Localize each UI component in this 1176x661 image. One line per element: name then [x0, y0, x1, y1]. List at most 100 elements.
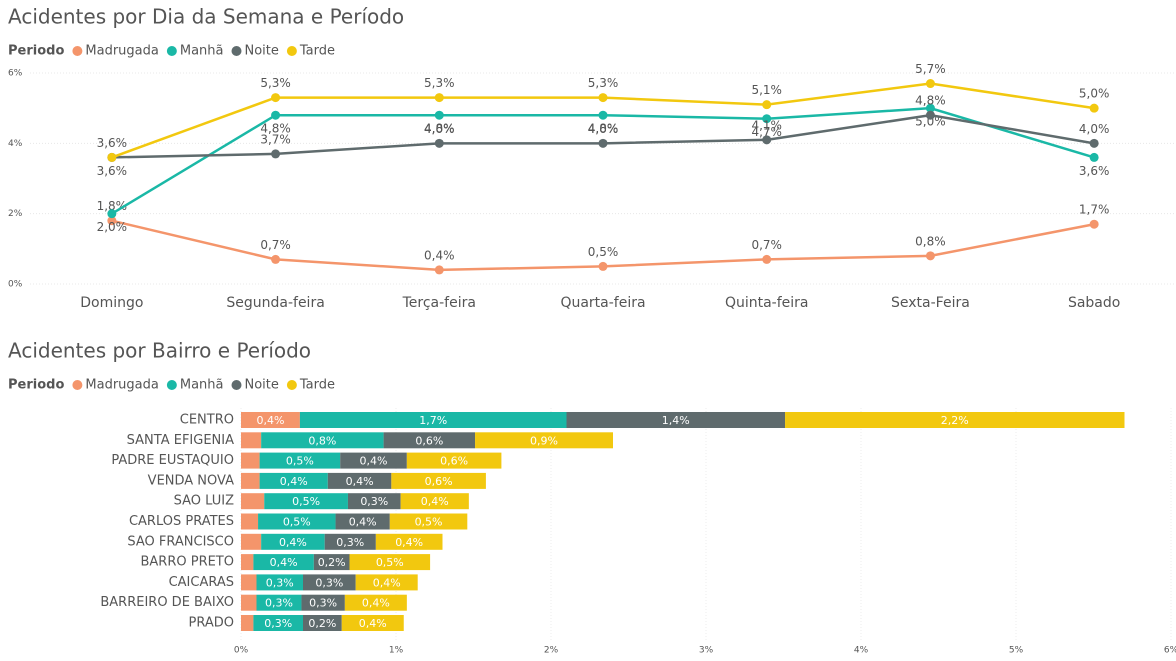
- bar-segment: [303, 615, 342, 631]
- data-point: [107, 209, 117, 219]
- data-label: 2,2%: [941, 414, 969, 427]
- bar-segment: [383, 432, 476, 449]
- legend-marker: [286, 380, 297, 390]
- data-point: [434, 93, 444, 103]
- legend-title: Periodo: [8, 44, 64, 59]
- bar-segment: [264, 493, 348, 510]
- category-label: CARLOS PRATES: [129, 514, 234, 529]
- data-label: 0,3%: [336, 536, 364, 549]
- data-point: [1089, 138, 1099, 148]
- data-point: [271, 93, 281, 103]
- bar-segment: [241, 472, 260, 489]
- data-label: 0,3%: [264, 617, 292, 630]
- legend-label: Tarde: [299, 378, 335, 393]
- data-label: 0,9%: [530, 434, 558, 447]
- data-label: 5,0%: [1079, 87, 1110, 101]
- data-label: 0,6%: [425, 475, 453, 488]
- bar-segment: [259, 452, 341, 469]
- data-label: 0,3%: [360, 495, 388, 508]
- bar-segment: [258, 513, 336, 530]
- data-point: [762, 254, 772, 264]
- data-label: 5,3%: [588, 76, 619, 90]
- data-point: [1089, 219, 1099, 229]
- data-label: 4,0%: [1079, 122, 1110, 136]
- x-tick-label: Quarta-feira: [560, 295, 645, 311]
- bar-segment: [241, 432, 262, 449]
- data-label: 3,6%: [97, 164, 128, 178]
- data-label: 0,5%: [588, 245, 619, 259]
- bar-segment: [341, 615, 404, 631]
- data-point: [925, 110, 935, 120]
- legend-marker: [286, 46, 297, 56]
- chart-title: Acidentes por Bairro e Período: [8, 339, 311, 363]
- x-tick-label: 3%: [699, 646, 714, 656]
- x-tick-label: 0%: [234, 646, 249, 656]
- data-label: 0,7%: [751, 238, 782, 252]
- data-label: 0,5%: [283, 516, 311, 529]
- bar-segment: [335, 513, 390, 530]
- data-label: 0,8%: [915, 234, 946, 248]
- chart-title: Acidentes por Dia da Semana e Período: [8, 5, 404, 29]
- bar-segment: [347, 493, 401, 510]
- legend-marker: [231, 380, 242, 390]
- bar-segment: [389, 513, 468, 530]
- data-label: 4,0%: [588, 122, 619, 136]
- data-label: 0,5%: [292, 495, 320, 508]
- data-label: 0,4%: [346, 475, 374, 488]
- bar-segment: [241, 493, 265, 510]
- data-label: 0,4%: [373, 576, 401, 589]
- data-label: 0,2%: [318, 556, 346, 569]
- data-label: 1,7%: [1079, 203, 1110, 217]
- data-point: [434, 265, 444, 275]
- legend-marker: [72, 46, 83, 56]
- x-tick-label: Segunda-feira: [226, 295, 324, 311]
- y-tick-label: 2%: [8, 209, 23, 219]
- data-label: 2,0%: [97, 220, 128, 234]
- data-label: 0,4%: [395, 536, 423, 549]
- data-point: [271, 254, 281, 264]
- x-tick-label: 2%: [544, 646, 559, 656]
- category-label: SAO FRANCISCO: [127, 534, 234, 549]
- bar-segment: [253, 615, 303, 631]
- data-label: 5,3%: [260, 76, 291, 90]
- bar-segment: [299, 412, 567, 428]
- data-label: 4,8%: [915, 94, 946, 108]
- legend-marker: [231, 46, 242, 56]
- data-label: 4,8%: [588, 122, 619, 136]
- x-tick-label: 1%: [389, 646, 404, 656]
- bar-segment: [259, 472, 328, 489]
- data-point: [1089, 103, 1099, 113]
- bar-segment: [344, 594, 407, 611]
- legend-label: Noite: [245, 378, 279, 393]
- data-point: [762, 135, 772, 145]
- data-label: 0,2%: [308, 617, 336, 630]
- bar-segment: [475, 432, 613, 449]
- y-tick-label: 4%: [8, 139, 23, 149]
- data-label: 0,4%: [362, 597, 390, 610]
- category-label: PADRE EUSTAQUIO: [111, 453, 234, 468]
- legend-marker: [72, 380, 83, 390]
- data-label: 0,3%: [265, 597, 293, 610]
- data-label: 0,4%: [421, 495, 449, 508]
- bar-segment: [785, 412, 1125, 428]
- legend-label: Noite: [245, 44, 279, 59]
- legend-marker: [166, 46, 177, 56]
- data-label: 0,5%: [286, 455, 314, 468]
- data-label: 4,8%: [424, 122, 455, 136]
- category-label: CAICARAS: [169, 575, 234, 590]
- legend-label: Manhã: [180, 378, 224, 393]
- data-point: [925, 79, 935, 89]
- x-tick-label: Terça-feira: [402, 295, 476, 311]
- data-label: 0,3%: [309, 597, 337, 610]
- data-label: 5,1%: [751, 83, 782, 97]
- data-label: 0,6%: [440, 455, 468, 468]
- bar-segment: [261, 533, 325, 550]
- data-point: [925, 251, 935, 261]
- category-label: CENTRO: [180, 413, 234, 428]
- data-label: 4,7%: [751, 125, 782, 139]
- bar-segment: [241, 594, 257, 611]
- data-point: [271, 149, 281, 159]
- category-label: SAO LUIZ: [174, 494, 234, 509]
- bar-segment: [566, 412, 786, 428]
